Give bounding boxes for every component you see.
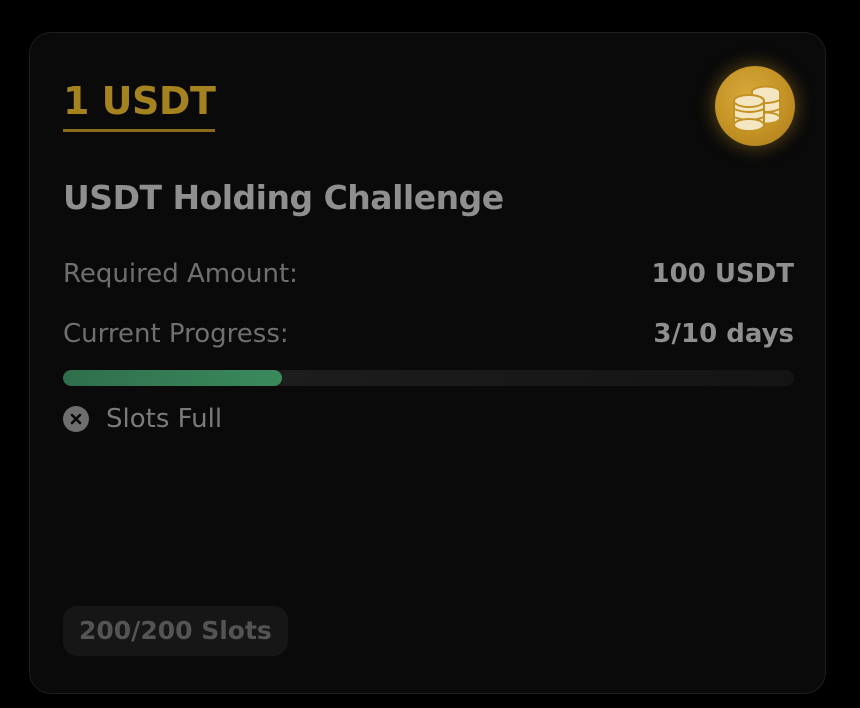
progress-bar (63, 370, 794, 386)
reward-amount: 1 USDT (63, 77, 216, 132)
current-progress-label: Current Progress: (63, 319, 289, 349)
current-progress-value: 3/10 days (653, 319, 794, 349)
challenge-card[interactable]: 1 USDT USDT Holding Challenge Required A… (29, 32, 826, 694)
progress-bar-fill (63, 370, 283, 386)
slots-count-badge: 200/200 Slots (63, 606, 288, 656)
x-circle-icon (63, 406, 89, 432)
required-amount-row: Required Amount: 100 USDT (63, 256, 794, 292)
coins-icon (715, 66, 795, 146)
slots-status-text: Slots Full (106, 404, 223, 434)
required-amount-label: Required Amount: (63, 259, 298, 289)
challenge-title: USDT Holding Challenge (63, 178, 504, 217)
required-amount-value: 100 USDT (651, 259, 794, 289)
current-progress-row: Current Progress: 3/10 days (63, 316, 794, 352)
